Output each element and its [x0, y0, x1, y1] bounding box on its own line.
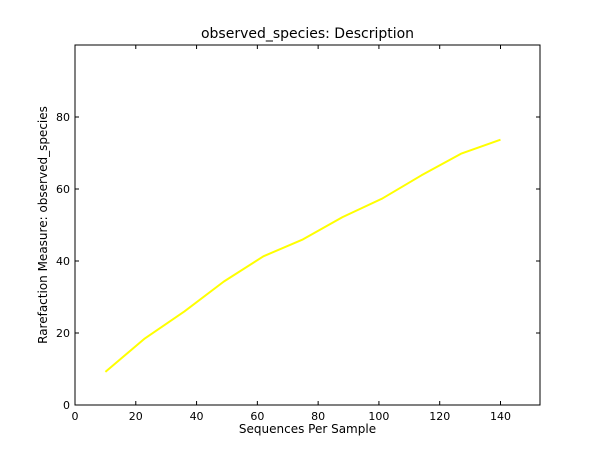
y-tick-label: 80: [56, 111, 70, 124]
x-tick-label: 120: [429, 410, 450, 423]
y-tick-label: 20: [56, 327, 70, 340]
x-tick-label: 0: [72, 410, 79, 423]
series-layer: [104, 138, 501, 373]
y-tick-label: 0: [63, 399, 70, 412]
x-tick-label: 40: [190, 410, 204, 423]
x-tick-label: 100: [368, 410, 389, 423]
x-axis-label: Sequences Per Sample: [239, 422, 376, 436]
axis-ticks: [74, 45, 540, 406]
y-tick-label: 40: [56, 255, 70, 268]
chart-title: observed_species: Description: [201, 26, 414, 42]
x-tick-label: 140: [490, 410, 511, 423]
series-line: [104, 138, 501, 373]
x-tick-label: 20: [129, 410, 143, 423]
axis-tick-labels: 0 20 40 60 80 100 120 140 0 20 40 60 80: [56, 111, 511, 423]
plot-area-frame: [74, 44, 541, 406]
y-axis-label: Rarefaction Measure: observed_species: [36, 106, 50, 344]
x-tick-label: 80: [311, 410, 325, 423]
x-tick-label: 60: [250, 410, 264, 423]
y-tick-label: 60: [56, 183, 70, 196]
